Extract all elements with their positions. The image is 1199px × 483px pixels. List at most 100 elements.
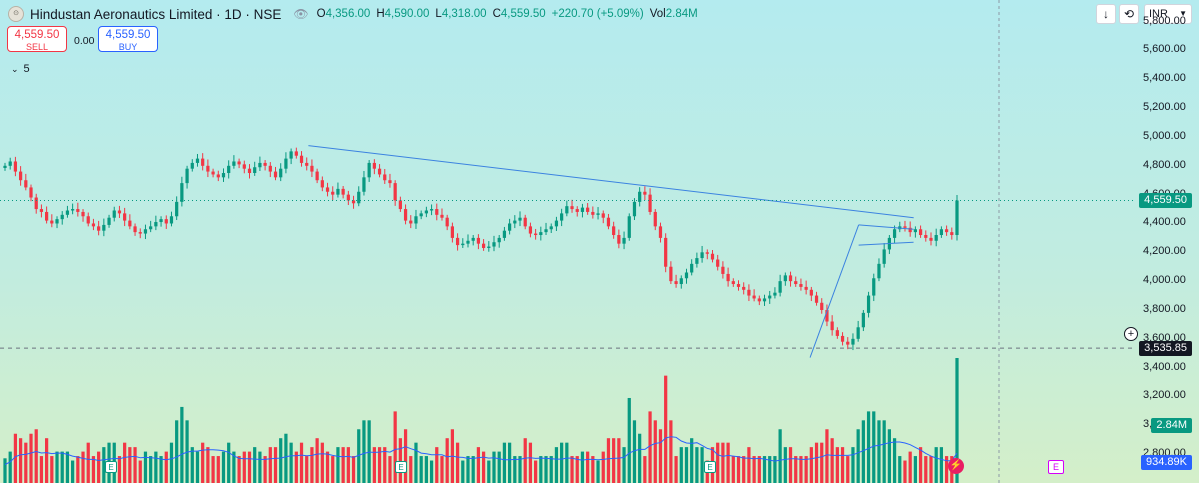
volume-bar [325,451,330,483]
upcoming-earnings-icon[interactable]: E [1048,460,1064,474]
candle-body [242,164,246,169]
candle-body [258,162,262,168]
crosshair-price-tag: 3,535.85 [1139,341,1192,357]
candle-body [232,161,236,166]
candle-body [669,266,673,282]
volume-bar [461,460,465,483]
candle-body [544,229,548,233]
candle-body [29,187,33,198]
fullscreen-button[interactable]: ⟲ [1119,4,1139,24]
volume-bar [804,456,808,483]
spread-value: 0.00 [74,35,95,47]
volume-bar [809,447,813,483]
candle-body [398,200,402,210]
sell-price: 4,559.50 [14,29,60,41]
candle-body [814,295,819,303]
candle-body [679,278,683,285]
volume-bar [612,438,616,483]
candle-body [554,220,559,227]
volume-bar [263,456,267,483]
candle-body [455,237,460,246]
y-tick-label: 3,200.00 [1143,389,1186,402]
candle-body [643,191,647,195]
volume-bar [872,411,876,483]
indicators-toggle[interactable]: ⌄ 5 [11,63,30,75]
volume-bar [643,456,647,483]
earnings-flag-icon[interactable]: E [704,461,716,473]
candle-body [50,220,54,224]
volume-bar [627,397,631,483]
candle-body [648,194,652,212]
candle-body [216,174,220,178]
candle-body [128,220,132,227]
ohlc-value: +220.70 (+5.09%) [551,8,644,20]
volume-bar [814,442,819,483]
earnings-flag-icon[interactable]: E [105,461,117,473]
candle-body [227,165,231,174]
volume-bar [71,460,75,483]
candle-body [3,165,7,168]
volume-bar [357,429,361,483]
candle-body [149,226,153,230]
volume-bar [591,456,595,483]
candle-body [752,295,756,299]
volume-bar [596,460,600,483]
buy-button[interactable]: 4,559.50 BUY [98,26,158,52]
volume-bar [560,442,564,483]
candle-body [487,246,491,248]
ohlc-key: H [376,8,385,20]
volume-bar [835,447,839,483]
candle-body [273,171,278,178]
add-alert-plus-icon[interactable]: + [1124,327,1138,341]
candle-body [918,229,923,236]
currency-select[interactable]: INR ▼ [1144,4,1192,24]
volume-bar [903,460,907,483]
volume-bar [362,420,366,483]
download-button[interactable]: ↓ [1096,4,1116,24]
candle-body [804,286,808,290]
volume-bar [133,447,137,483]
candle-body [409,220,413,224]
exchange-logo-icon[interactable]: ⊙ [8,6,24,22]
volume-bar [638,433,642,483]
chart-title[interactable]: Hindustan Aeronautics Limited · 1D · NSE [30,6,282,22]
candle-body [403,209,408,221]
candle-body [783,275,787,282]
candle-body [362,177,366,192]
volume-bar [606,438,611,483]
candle-body [539,232,543,236]
lightning-event-icon[interactable]: ⚡ [948,458,964,474]
candle-body [18,171,23,181]
volume-bar [414,442,418,483]
candle-body [81,211,85,217]
candle-body [221,173,226,178]
volume-bar [778,429,782,483]
candle-body [528,226,533,234]
candle-body [726,273,730,282]
ohlc-key: L [435,8,442,20]
volume-bar [549,456,553,483]
volume-bar [690,438,694,483]
volume-bar [164,451,168,483]
earnings-flag-icon[interactable]: E [395,461,407,473]
candle-body [112,210,116,218]
volume-bar [149,456,153,483]
volume-bar [65,451,70,483]
candle-body [830,321,834,331]
candle-body [320,180,324,188]
candle-body [440,214,444,218]
candle-body [653,211,657,227]
candle-body [856,327,860,339]
volume-bar [377,447,382,483]
candle-body [299,155,304,163]
volume-bar [580,451,585,483]
volume-bar [424,456,428,483]
volume-bar [195,451,200,483]
candle-body [627,216,631,238]
candle-body [24,180,28,188]
visibility-eye-icon[interactable]: 👁 [293,7,309,21]
candle-body [346,194,350,201]
candle-body [903,226,907,228]
sell-button[interactable]: 4,559.50 SELL [7,26,67,52]
